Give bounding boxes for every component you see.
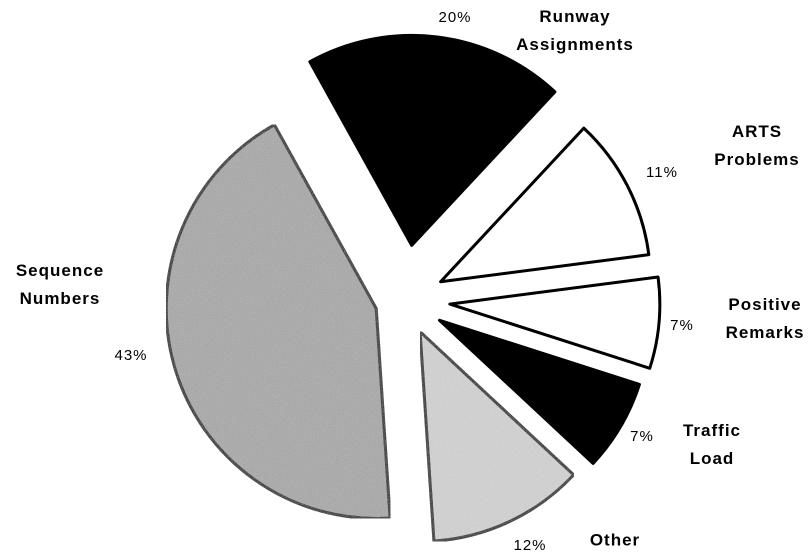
slice-label: Traffic Load: [683, 421, 741, 468]
slice-label: ARTS Problems: [714, 122, 799, 169]
value-label: 7%: [670, 317, 694, 334]
slice-label: Positive Remarks: [726, 295, 805, 342]
pie-slice: [308, 33, 557, 247]
slice-label: Sequence Numbers: [16, 261, 104, 308]
pie-slice: [438, 318, 641, 465]
slice-label: Runway Assignments: [516, 7, 634, 54]
value-label: 43%: [114, 347, 147, 364]
value-label: 12%: [513, 537, 546, 554]
pie-slice: [439, 126, 651, 284]
pie-slice: [164, 123, 392, 520]
value-label: 11%: [646, 164, 678, 181]
slice-label: Other: [590, 530, 640, 549]
value-label: 7%: [630, 428, 654, 445]
pie-slice: [418, 330, 576, 543]
value-label: 20%: [438, 9, 471, 26]
pie-slice: [448, 275, 662, 370]
